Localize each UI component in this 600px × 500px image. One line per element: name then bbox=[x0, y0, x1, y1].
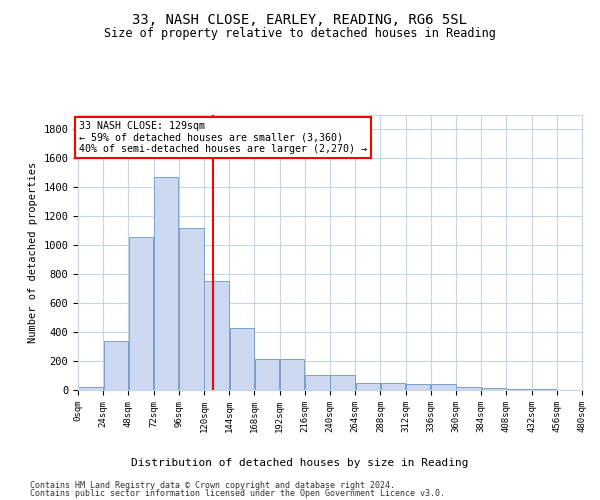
Text: Contains HM Land Registry data © Crown copyright and database right 2024.: Contains HM Land Registry data © Crown c… bbox=[30, 480, 395, 490]
Bar bbox=[305, 375, 329, 390]
Text: 33, NASH CLOSE, EARLEY, READING, RG6 5SL: 33, NASH CLOSE, EARLEY, READING, RG6 5SL bbox=[133, 12, 467, 26]
Bar bbox=[356, 383, 380, 390]
Text: 33 NASH CLOSE: 129sqm
← 59% of detached houses are smaller (3,360)
40% of semi-d: 33 NASH CLOSE: 129sqm ← 59% of detached … bbox=[79, 121, 367, 154]
Bar bbox=[507, 388, 531, 390]
Text: Distribution of detached houses by size in Reading: Distribution of detached houses by size … bbox=[131, 458, 469, 468]
Bar bbox=[205, 282, 229, 390]
Text: Size of property relative to detached houses in Reading: Size of property relative to detached ho… bbox=[104, 28, 496, 40]
Bar bbox=[255, 359, 279, 390]
Bar bbox=[331, 375, 355, 390]
Bar bbox=[431, 384, 455, 390]
Bar bbox=[230, 328, 254, 390]
Bar bbox=[457, 387, 481, 390]
Text: Contains public sector information licensed under the Open Government Licence v3: Contains public sector information licen… bbox=[30, 490, 445, 498]
Bar bbox=[179, 228, 203, 390]
Bar bbox=[482, 388, 506, 390]
Bar bbox=[79, 387, 103, 390]
Bar bbox=[280, 359, 304, 390]
Bar bbox=[154, 177, 178, 390]
Bar bbox=[104, 341, 128, 390]
Bar bbox=[406, 384, 430, 390]
Bar bbox=[129, 236, 153, 390]
Y-axis label: Number of detached properties: Number of detached properties bbox=[28, 162, 38, 343]
Bar bbox=[381, 383, 405, 390]
